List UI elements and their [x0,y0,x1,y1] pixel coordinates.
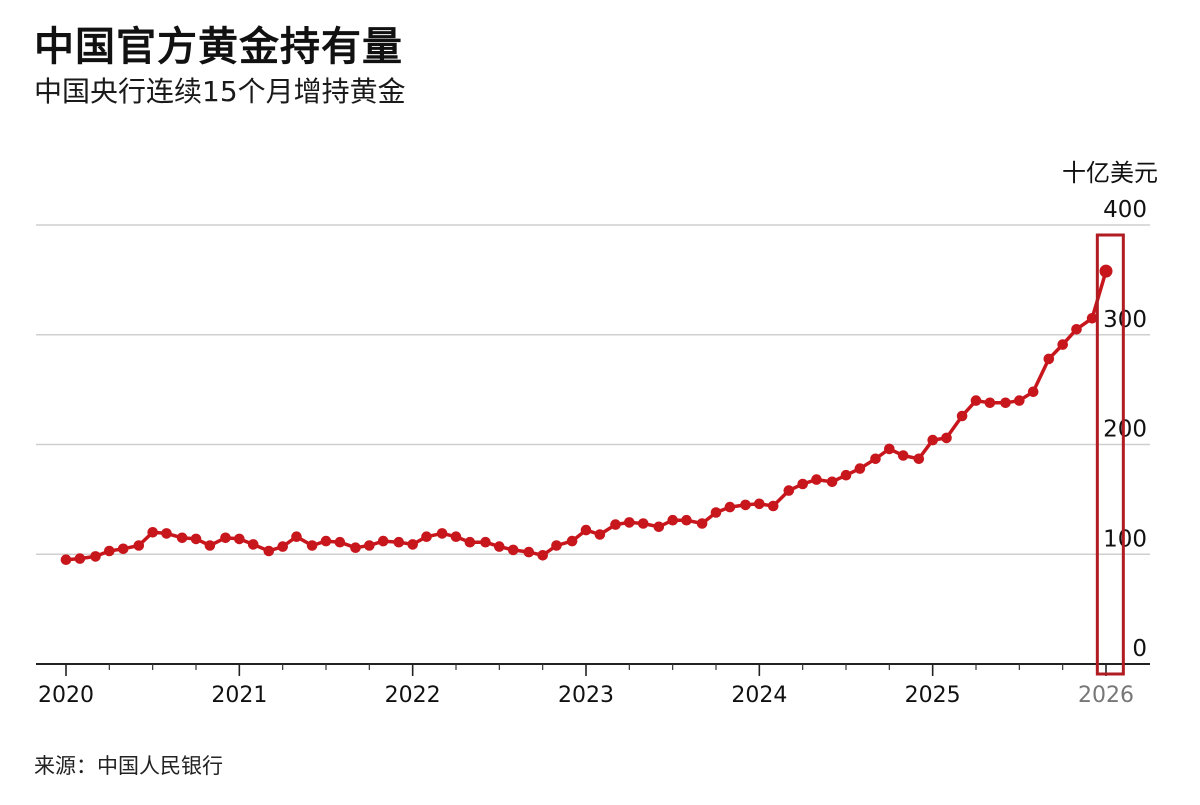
data-point [450,531,462,542]
y-tick-label: 300 [1103,307,1147,333]
data-point [350,542,361,553]
data-point [161,528,172,539]
data-point [407,539,419,550]
data-point [117,543,129,555]
data-point [913,453,925,465]
data-point [870,453,881,465]
data-point [393,536,405,548]
data-point [610,519,621,530]
data-point [90,551,101,562]
data-point [1057,339,1068,350]
data-point [220,532,231,544]
series-line [65,270,1108,562]
data-point [1027,386,1039,398]
data-point [204,540,216,551]
data-point [277,541,289,552]
data-point [566,535,578,547]
data-point [291,531,302,542]
data-point [133,540,145,551]
data-point [580,524,592,536]
x-tick-label: 2025 [905,683,961,708]
x-tick-label: 2023 [558,683,614,708]
data-point [854,463,866,474]
data-point [754,498,765,510]
data-point [306,540,318,551]
highlight-group [1095,233,1125,676]
data-point [523,546,535,558]
data-point [234,533,245,545]
data-point [507,544,519,556]
data-point [826,476,838,488]
data-point [840,469,852,481]
data-point [60,554,72,565]
data-point [247,539,259,550]
data-point [941,432,952,444]
data-point [970,395,982,406]
data-point [1043,353,1055,365]
x-axis: 2020 2021 2022 2023 2024 2025 2026 [36,663,1150,708]
data-point [480,536,491,548]
data-point [811,474,822,485]
data-point [956,410,968,422]
data-point [767,500,779,512]
x-tick-label: 2024 [731,683,787,708]
data-point [667,514,678,526]
series-group [60,264,1113,565]
data-point [176,532,188,544]
data-point [884,443,895,455]
data-point [724,501,736,513]
data-point [624,517,635,528]
data-point [637,518,649,529]
data-point [263,545,275,557]
data-point [1099,264,1113,278]
data-point [377,535,389,547]
y-unit-label: 十亿美元 [1062,159,1158,187]
data-point [797,478,808,490]
data-point [464,536,476,548]
data-point [1071,324,1082,335]
data-point [1000,397,1011,409]
source-note: 来源：中国人民银行 [34,754,223,778]
chart-subtitle: 中国央行连续15个月增持黄金 [34,75,406,108]
x-tick-label: 2022 [385,683,441,708]
data-point [1014,395,1025,406]
data-point [74,553,86,564]
data-point [696,518,708,529]
y-axis: 0 100 200 300 400 [1103,197,1147,662]
x-tick-label: 2026 [1078,683,1134,708]
data-point [740,499,751,511]
data-point [436,528,448,539]
data-point [104,545,115,557]
data-point [147,527,158,538]
data-point [783,485,795,496]
data-point [594,529,606,540]
y-tick-label: 400 [1103,197,1147,223]
y-tick-label: 100 [1103,526,1147,552]
data-point [334,536,346,548]
data-point [494,541,505,552]
data-point [190,533,202,545]
data-point [320,535,332,547]
y-tick-label: 0 [1132,636,1147,662]
highlight-box [1095,233,1125,676]
data-point [653,521,665,533]
data-point [710,507,722,518]
data-point [927,434,938,446]
data-point [1086,313,1098,324]
x-tick-label: 2020 [38,683,94,708]
data-point [551,540,562,551]
data-point [537,550,548,561]
data-point [897,450,909,461]
data-point [984,397,996,409]
grid-lines [36,224,1150,555]
chart-title: 中国官方黄金持有量 [34,24,403,70]
data-point [364,540,375,551]
data-point [421,531,432,542]
y-tick-label: 200 [1103,417,1147,443]
x-tick-label: 2021 [211,683,267,708]
data-point [681,514,692,526]
